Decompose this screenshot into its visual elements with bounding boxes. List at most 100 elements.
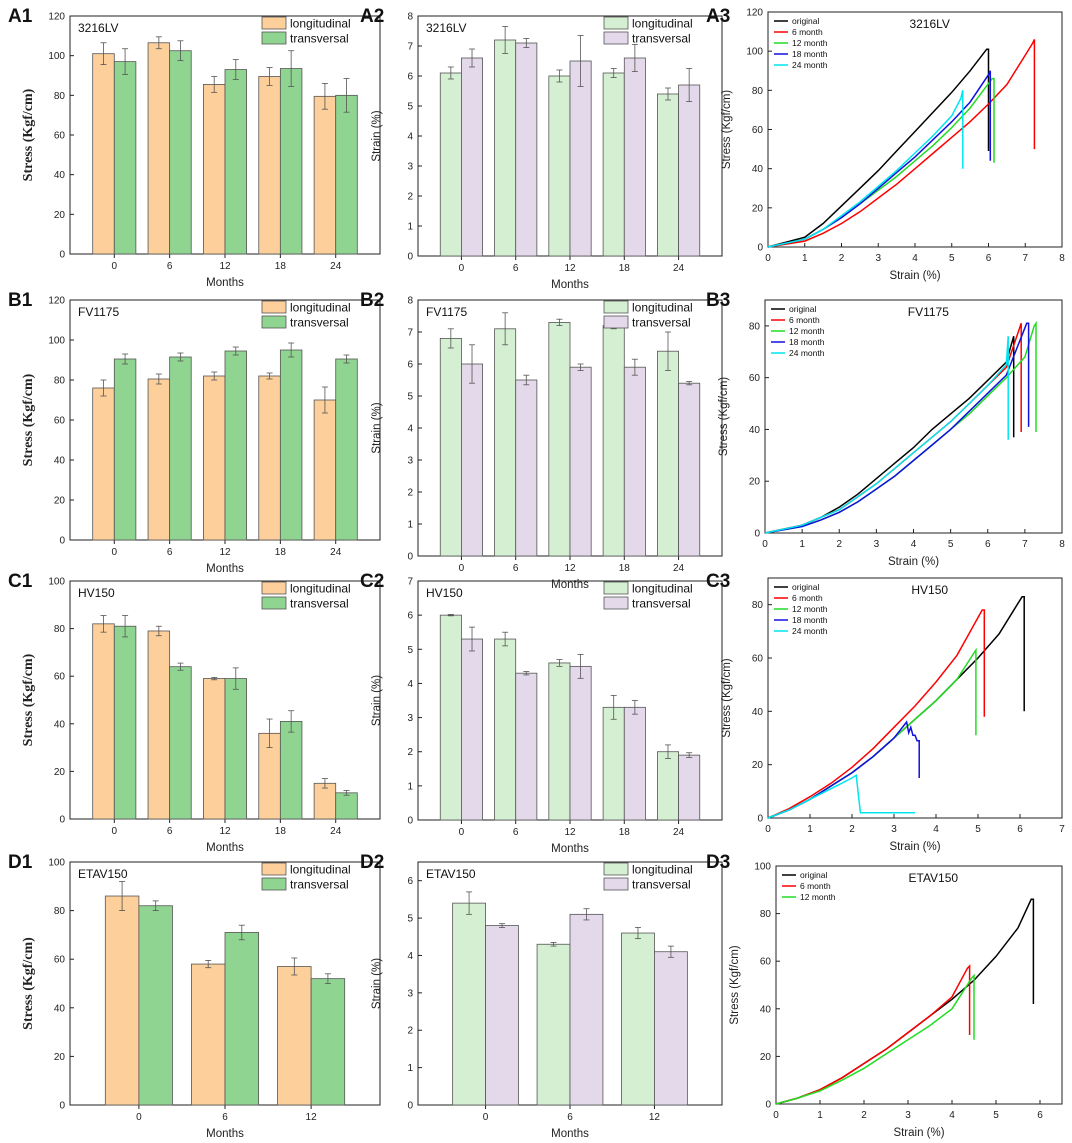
y-tick-label: 5 bbox=[407, 102, 413, 113]
y-tick-label: 20 bbox=[749, 477, 761, 488]
x-tick-label: 1 bbox=[802, 253, 808, 264]
x-tick-label: 6 bbox=[513, 827, 519, 838]
y-tick-label: 40 bbox=[760, 1004, 772, 1015]
y-tick-label: 60 bbox=[54, 672, 66, 683]
y-tick-label: 20 bbox=[54, 496, 66, 507]
panel-label: D1 bbox=[8, 852, 33, 873]
y-tick-label: 20 bbox=[752, 760, 764, 771]
panel-label: D2 bbox=[360, 852, 384, 873]
x-tick-label: 7 bbox=[1059, 824, 1065, 835]
legend-swatch-longitudinal bbox=[603, 300, 629, 314]
y-tick-label: 80 bbox=[54, 91, 66, 102]
y-tick-label: 0 bbox=[765, 1100, 771, 1111]
bar-longitudinal-0 bbox=[439, 614, 462, 821]
sample-name: ETAV150 bbox=[78, 867, 128, 881]
x-tick-label: 12 bbox=[219, 826, 231, 837]
legend-swatch-transversal bbox=[261, 596, 287, 610]
y-axis-label: Stress (Kgf/cm) bbox=[21, 937, 36, 1030]
y-tick-label: 100 bbox=[48, 51, 65, 62]
bar-longitudinal-24 bbox=[313, 399, 337, 541]
bar-transversal-12 bbox=[569, 366, 592, 557]
y-tick-label: 4 bbox=[407, 951, 413, 962]
legend-label-longitudinal: longitudinal bbox=[632, 301, 693, 315]
y-tick-label: 5 bbox=[407, 392, 413, 403]
bar-transversal-24 bbox=[678, 754, 701, 821]
y-tick-label: 20 bbox=[54, 1052, 66, 1063]
legend-swatch-longitudinal bbox=[261, 16, 287, 30]
x-tick-label: 1 bbox=[807, 824, 813, 835]
y-tick-label: 7 bbox=[407, 42, 413, 53]
bar-transversal-6 bbox=[224, 932, 259, 1106]
y-tick-label: 0 bbox=[757, 243, 763, 254]
x-tick-label: 12 bbox=[564, 563, 576, 574]
y-axis-label: Stress (Kgf/cm) bbox=[21, 373, 36, 466]
bar-longitudinal-12 bbox=[203, 375, 226, 541]
y-tick-label: 0 bbox=[407, 252, 413, 263]
x-axis-label: Months bbox=[206, 563, 244, 575]
bar-transversal-6 bbox=[169, 356, 192, 541]
x-tick-label: 0 bbox=[112, 261, 118, 272]
bar-transversal-24 bbox=[678, 84, 701, 257]
x-axis-label: Strain (%) bbox=[888, 556, 939, 568]
y-tick-label: 20 bbox=[760, 1052, 772, 1063]
curve-original bbox=[764, 335, 1015, 534]
y-tick-label: 40 bbox=[54, 456, 66, 467]
bar-longitudinal-6 bbox=[536, 943, 571, 1106]
bar-transversal-0 bbox=[485, 925, 519, 1106]
curve-12-month bbox=[767, 77, 995, 248]
y-tick-label: 8 bbox=[407, 296, 413, 307]
legend-swatch-longitudinal bbox=[261, 862, 287, 876]
x-tick-label: 3 bbox=[875, 253, 881, 264]
curve-12-month bbox=[775, 973, 975, 1105]
x-tick-label: 0 bbox=[136, 1112, 142, 1123]
x-tick-label: 24 bbox=[330, 261, 342, 272]
bar-transversal-0 bbox=[113, 358, 137, 541]
y-axis-label: Stress (Kgf/cm) bbox=[718, 377, 730, 456]
bar-transversal-6 bbox=[515, 379, 538, 557]
legend-label-24-month: 24 month bbox=[789, 348, 825, 358]
bar-transversal-24 bbox=[335, 94, 358, 255]
bar-longitudinal-0 bbox=[439, 337, 462, 557]
x-tick-label: 4 bbox=[933, 824, 939, 835]
y-tick-label: 3 bbox=[407, 988, 413, 999]
legend-label-transversal: transversal bbox=[290, 316, 349, 330]
y-tick-label: 40 bbox=[54, 170, 66, 181]
legend-label-transversal: transversal bbox=[290, 597, 349, 611]
sample-name: ETAV150 bbox=[909, 871, 959, 885]
x-tick-label: 0 bbox=[459, 827, 465, 838]
legend-label-transversal: transversal bbox=[632, 878, 691, 892]
x-tick-label: 7 bbox=[1022, 253, 1028, 264]
x-tick-label: 6 bbox=[567, 1112, 573, 1123]
x-tick-label: 5 bbox=[948, 539, 954, 550]
panel-label: B3 bbox=[706, 290, 730, 311]
legend-label-18-month: 18 month bbox=[792, 615, 828, 625]
panel-label: A2 bbox=[360, 6, 384, 27]
x-tick-label: 1 bbox=[817, 1110, 823, 1121]
x-tick-label: 18 bbox=[619, 563, 631, 574]
legend-swatch-longitudinal bbox=[603, 16, 629, 30]
bar-longitudinal-0 bbox=[92, 53, 115, 255]
legend-label-6-month: 6 month bbox=[789, 315, 820, 325]
legend-label-original: original bbox=[792, 16, 820, 26]
y-tick-label: 80 bbox=[760, 909, 772, 920]
legend-label-longitudinal: longitudinal bbox=[290, 301, 351, 315]
y-tick-label: 0 bbox=[407, 1101, 413, 1112]
bar-longitudinal-12 bbox=[203, 678, 226, 820]
y-tick-label: 0 bbox=[407, 816, 413, 827]
sample-name: HV150 bbox=[78, 586, 115, 600]
x-tick-label: 0 bbox=[112, 826, 118, 837]
y-tick-label: 100 bbox=[48, 577, 65, 588]
curve-24-month bbox=[767, 90, 964, 248]
y-tick-label: 2 bbox=[407, 747, 413, 758]
y-axis-label: Strain (%) bbox=[371, 402, 383, 453]
legend-label-24-month: 24 month bbox=[792, 626, 828, 636]
bar-longitudinal-6 bbox=[494, 328, 517, 557]
legend-swatch-transversal bbox=[603, 596, 629, 610]
y-tick-label: 1 bbox=[407, 520, 413, 531]
bar-transversal-18 bbox=[623, 366, 646, 557]
y-tick-label: 20 bbox=[752, 203, 764, 214]
legend-label-longitudinal: longitudinal bbox=[632, 863, 693, 877]
